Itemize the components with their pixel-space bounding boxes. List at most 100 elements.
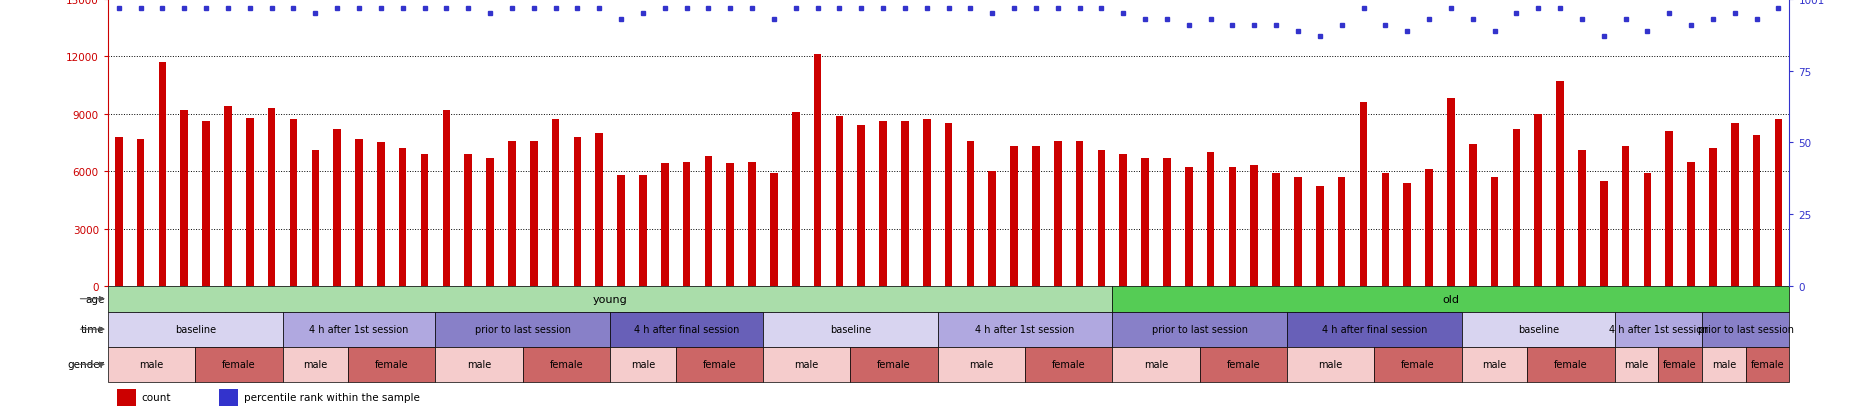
Bar [683,162,690,286]
Text: female: female [1663,359,1696,370]
Text: 4 h after 1st session: 4 h after 1st session [309,324,409,335]
Bar [1287,312,1462,347]
Bar [1360,103,1367,286]
Bar [763,312,937,347]
Text: 4 h after final session: 4 h after final session [634,324,738,335]
Bar [850,347,937,382]
Text: female: female [1555,359,1588,370]
Bar [1112,286,1789,312]
Text: male: male [794,359,818,370]
Bar [1200,347,1287,382]
Bar [435,312,610,347]
Text: female: female [551,359,584,370]
Text: time: time [80,324,104,335]
Bar [792,113,800,286]
Text: female: female [1401,359,1434,370]
Bar [610,312,763,347]
Text: male: male [303,359,327,370]
Bar [355,139,363,286]
Bar [246,118,253,286]
Bar [485,158,495,286]
Bar [108,347,195,382]
Bar [937,347,1025,382]
Bar [1622,147,1629,286]
Bar [1702,347,1747,382]
Bar [705,157,712,286]
Text: prior to last session: prior to last session [1151,324,1248,335]
Bar [1462,347,1527,382]
Bar [435,347,523,382]
Bar [1747,347,1789,382]
Text: 4 h after 1st session: 4 h after 1st session [1609,324,1707,335]
Bar [378,143,385,286]
Bar [900,122,910,286]
Bar [763,347,850,382]
Text: female: female [1053,359,1086,370]
Bar [835,116,843,286]
Bar [333,130,340,286]
Text: baseline: baseline [1518,324,1559,335]
Bar [1337,178,1345,286]
Bar [158,63,166,286]
Text: female: female [376,359,409,370]
Bar [1112,312,1287,347]
Text: prior to last session: prior to last session [1698,324,1793,335]
Text: baseline: baseline [175,324,216,335]
Bar [1462,312,1614,347]
Bar [290,120,298,286]
Bar [1025,347,1112,382]
Text: male: male [1482,359,1507,370]
Bar [937,312,1112,347]
Bar [1142,158,1149,286]
Bar [967,141,975,286]
Bar [443,111,450,286]
Bar [225,107,232,286]
Bar [770,173,777,286]
Bar [420,154,428,286]
Bar [1534,114,1542,286]
Bar [1774,120,1782,286]
Text: male: male [631,359,655,370]
Text: female: female [878,359,911,370]
Text: male: male [969,359,993,370]
Bar [1644,173,1652,286]
Bar [108,312,283,347]
Text: male: male [1624,359,1648,370]
Text: old: old [1442,294,1460,304]
Bar [1295,178,1302,286]
Bar [508,141,515,286]
Text: 4 h after 1st session: 4 h after 1st session [975,324,1075,335]
Bar [1614,347,1659,382]
Bar [988,172,997,286]
Bar [880,122,887,286]
Bar [857,126,865,286]
Bar [815,55,822,286]
Bar [1287,347,1375,382]
Bar [311,151,320,286]
Bar [923,120,930,286]
Bar [1425,170,1432,286]
Bar [1055,141,1062,286]
Bar [1272,173,1280,286]
Bar [748,162,755,286]
Bar [1577,151,1587,286]
Text: female: female [221,359,255,370]
Bar [1162,158,1170,286]
Bar [523,347,610,382]
Bar [115,138,123,286]
Text: prior to last session: prior to last session [474,324,571,335]
Bar [1112,347,1200,382]
Bar [618,176,625,286]
Text: age: age [86,294,104,304]
Bar [1665,132,1672,286]
Bar [595,133,603,286]
Bar [1447,99,1455,286]
Bar [1527,347,1614,382]
Bar [1490,178,1499,286]
Bar [610,347,675,382]
Bar [675,347,763,382]
Bar [945,124,952,286]
Bar [1010,147,1017,286]
Text: male: male [467,359,491,370]
Bar [1614,312,1702,347]
